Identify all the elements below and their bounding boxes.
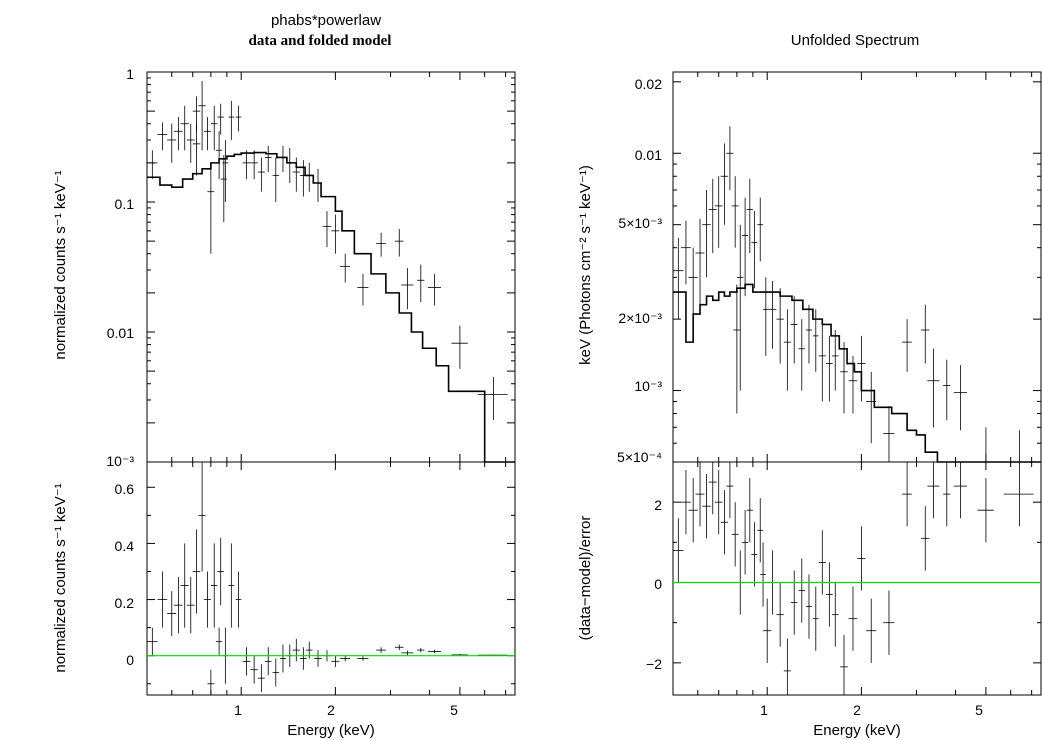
right-bottom-ylabel: (data−model)/error xyxy=(577,516,594,641)
right-xtick-5: 5 xyxy=(975,702,983,718)
left-xtick-5: 5 xyxy=(450,702,458,718)
left-bottom-ytick-0.2: 0.2 xyxy=(115,595,135,611)
left-top-ytick-0.1: 0.1 xyxy=(115,196,135,212)
right-bottom-ytick-minus2: −2 xyxy=(646,656,662,672)
right-top-ytick-2e-3: 2×10⁻³ xyxy=(618,310,662,326)
right-bottom-frame xyxy=(672,461,1042,696)
right-top-ytick-5e-4: 5×10⁻⁴ xyxy=(617,449,662,465)
model-step-line xyxy=(147,151,515,463)
left-top-ytick-1e-3: 10⁻³ xyxy=(106,453,134,469)
left-bottom-frame xyxy=(146,461,516,696)
right-top-ytick-1e-3: 10⁻³ xyxy=(634,378,662,394)
left-bottom-ylabel: normalized counts s⁻¹ keV⁻¹ xyxy=(52,483,69,672)
model-step-line xyxy=(673,283,1041,463)
left-xlabel: Energy (keV) xyxy=(287,722,375,739)
left-title: phabs*powerlaw xyxy=(271,12,381,29)
right-top-ytick-5e-3: 5×10⁻³ xyxy=(618,215,662,231)
right-top-ytick-0.02: 0.02 xyxy=(635,76,662,92)
right-xlabel: Energy (keV) xyxy=(813,722,901,739)
right-title: Unfolded Spectrum xyxy=(791,32,919,49)
right-top-ytick-0.01: 0.01 xyxy=(635,147,662,163)
right-top-ylabel: keV (Photons cm⁻² s⁻¹ keV⁻¹) xyxy=(577,165,594,365)
left-bottom-ytick-0: 0 xyxy=(126,652,134,668)
right-top-frame xyxy=(672,71,1042,463)
left-bottom-ytick-0.6: 0.6 xyxy=(115,481,135,497)
right-xtick-2: 2 xyxy=(853,702,861,718)
left-xtick-2: 2 xyxy=(327,702,335,718)
right-bottom-ytick-0: 0 xyxy=(654,576,662,592)
left-bottom-ytick-0.4: 0.4 xyxy=(115,538,135,554)
left-top-ytick-1: 1 xyxy=(126,66,134,82)
right-bottom-ytick-2: 2 xyxy=(654,497,662,513)
left-xtick-1: 1 xyxy=(234,702,242,718)
chart-marks xyxy=(146,71,1041,695)
left-top-ylabel: normalized counts s⁻¹ keV⁻¹ xyxy=(52,170,69,359)
left-subtitle: data and folded model xyxy=(249,33,392,49)
left-top-ytick-0.01: 0.01 xyxy=(107,325,134,341)
right-xtick-1: 1 xyxy=(760,702,768,718)
